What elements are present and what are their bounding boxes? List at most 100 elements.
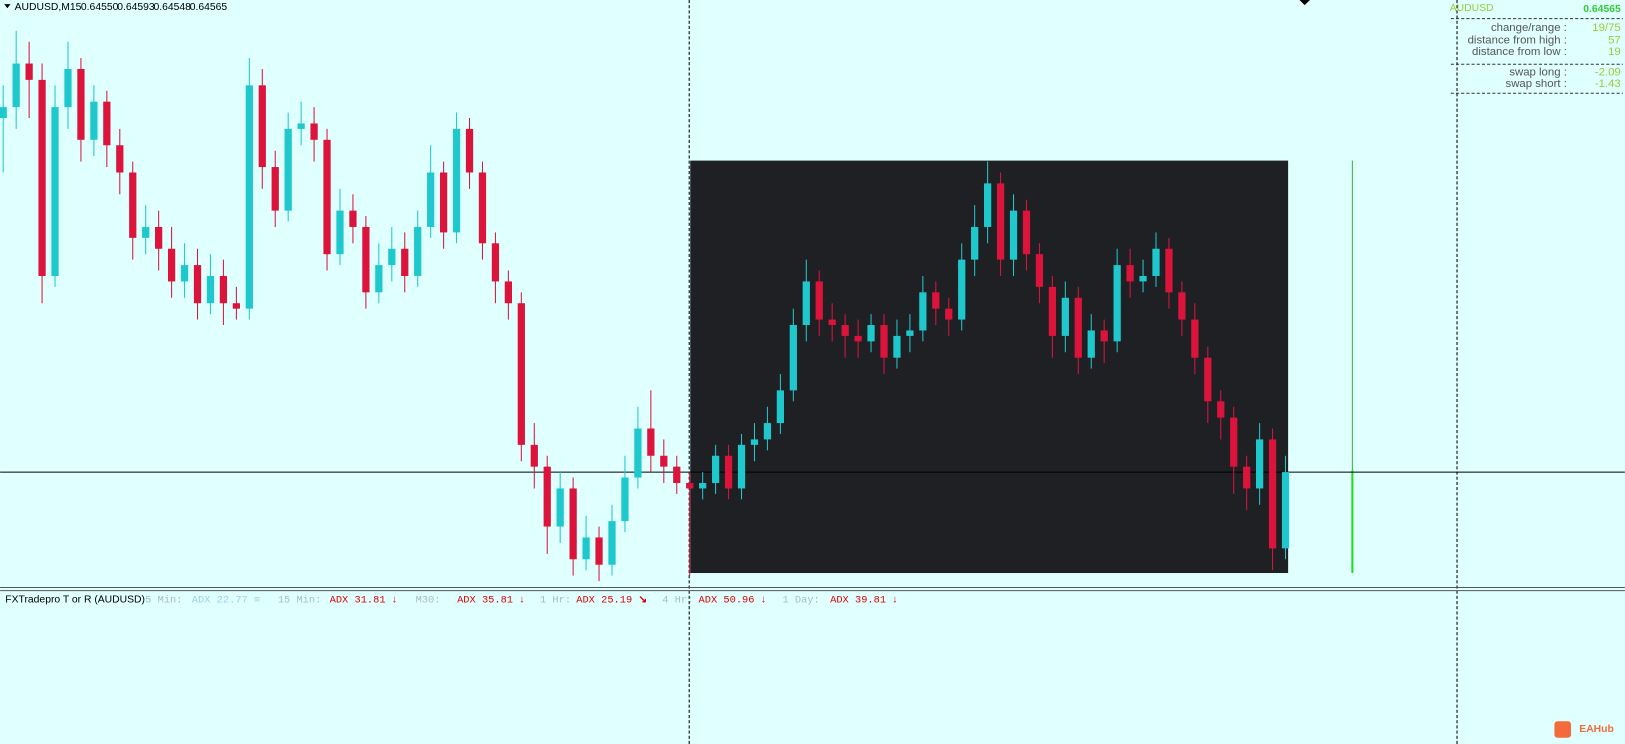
panel-label: distance from high : [1468, 34, 1567, 46]
candle-body [0, 107, 7, 119]
panel-value: 57 [1608, 34, 1621, 46]
candle-body [1061, 297, 1069, 336]
panel-value: -1.43 [1595, 78, 1621, 90]
ohlc-value: 0.64565 [190, 2, 228, 13]
candle-body [1126, 265, 1134, 282]
watermark: EAHub [1579, 724, 1614, 735]
candle-body [543, 466, 551, 527]
panel-symbol: AUDUSD [1450, 3, 1494, 14]
candle-body [1204, 357, 1212, 402]
candle-body [1152, 248, 1160, 276]
ohlc-value: 0.64548 [153, 2, 191, 13]
candle-body [1074, 297, 1082, 358]
candle-body [245, 85, 253, 309]
candle-body [737, 444, 746, 489]
candle-body [1217, 401, 1225, 418]
candle-body [919, 292, 927, 331]
candle-body [1178, 292, 1186, 320]
candle-body [556, 488, 564, 527]
candle-body [608, 521, 616, 565]
candle-body [258, 85, 266, 168]
marker [1299, 0, 1310, 6]
adx-value: ADX 39.81 [830, 595, 886, 607]
ohlc-value: 0.64550 [81, 2, 119, 13]
candle-body [1255, 439, 1264, 489]
candle-body [841, 325, 849, 336]
candle-body [504, 281, 512, 304]
panel-label: distance from low : [1472, 46, 1567, 58]
trend-arrow: ↘ [638, 595, 647, 606]
ohlc-value: 0.64593 [117, 2, 155, 13]
candle-body [116, 145, 124, 173]
candle-body [673, 466, 681, 483]
candle-body [634, 428, 642, 478]
watermark-icon [1554, 721, 1572, 738]
info-panel: change/range : 19/75 distance from high : 5… [1468, 22, 1621, 90]
candle-body [77, 68, 85, 140]
candle-body [349, 210, 357, 227]
candle-body [582, 537, 590, 560]
candle-body [867, 325, 875, 342]
candle-body [427, 172, 435, 227]
trend-arrow: ↓ [761, 595, 766, 606]
candle-body [336, 210, 344, 255]
timeframe-label: 4 Hr: [662, 595, 693, 607]
candle-body [569, 488, 577, 560]
candle-body [323, 139, 331, 255]
candle-body [64, 68, 72, 108]
trend-arrow: ↓ [892, 595, 897, 606]
candle-body [1009, 210, 1018, 260]
candle-body [983, 183, 992, 227]
trend-arrow: ≡ [254, 595, 260, 606]
timeframe-label: 1 Day: [782, 595, 819, 607]
candle-body [465, 128, 474, 173]
candle-body [193, 265, 202, 304]
candle-body [971, 226, 979, 260]
candle-body [996, 183, 1005, 260]
candle-body [375, 265, 383, 293]
timeframe-label: 15 Min: [278, 595, 322, 607]
candle-body [1100, 330, 1108, 342]
indicator-bar: 5 Min: ADX 22.77 ≡ 15 Min: ADX 31.81 ↓ M30: ADX… [145, 595, 897, 607]
adx-value: ADX 22.77 [192, 595, 248, 607]
candle-body [297, 123, 305, 129]
candle-body [932, 292, 940, 309]
candle-body [763, 423, 772, 440]
candle-body [51, 107, 59, 276]
candle-body [1035, 254, 1044, 287]
candles [0, 30, 1625, 582]
candle-body [815, 281, 823, 320]
panel-label: swap long : [1509, 67, 1567, 79]
panel-label: swap short : [1506, 78, 1567, 90]
candle-body [167, 248, 176, 282]
trend-arrow: ↓ [392, 595, 397, 606]
candle-body [880, 325, 888, 358]
candle-body [711, 455, 720, 483]
candle-body [362, 226, 370, 293]
candle-body [1268, 439, 1277, 549]
trend-arrow: ↓ [519, 595, 524, 606]
candle-body [180, 265, 189, 282]
candle-body [439, 172, 448, 233]
panel-label: change/range : [1491, 22, 1567, 34]
candle-body [103, 101, 111, 146]
panel-value: 19/75 [1592, 22, 1620, 34]
candle-body [893, 335, 901, 358]
candle-body [1022, 210, 1031, 255]
candle-body [828, 319, 836, 326]
candle-body [945, 308, 953, 320]
candle-body [155, 226, 163, 249]
candle-body [750, 439, 759, 445]
candle-body [142, 226, 150, 238]
panel-value: -2.09 [1595, 67, 1621, 79]
candle-body [1230, 417, 1238, 467]
candle-body [401, 248, 409, 276]
candle-body [647, 428, 655, 456]
candle-body [1165, 248, 1173, 293]
chart-title: AUDUSD,M15 [15, 2, 82, 13]
candle-body [1243, 466, 1251, 489]
timeframe-label: 5 Min: [145, 595, 182, 607]
menu-icon[interactable] [4, 4, 11, 9]
